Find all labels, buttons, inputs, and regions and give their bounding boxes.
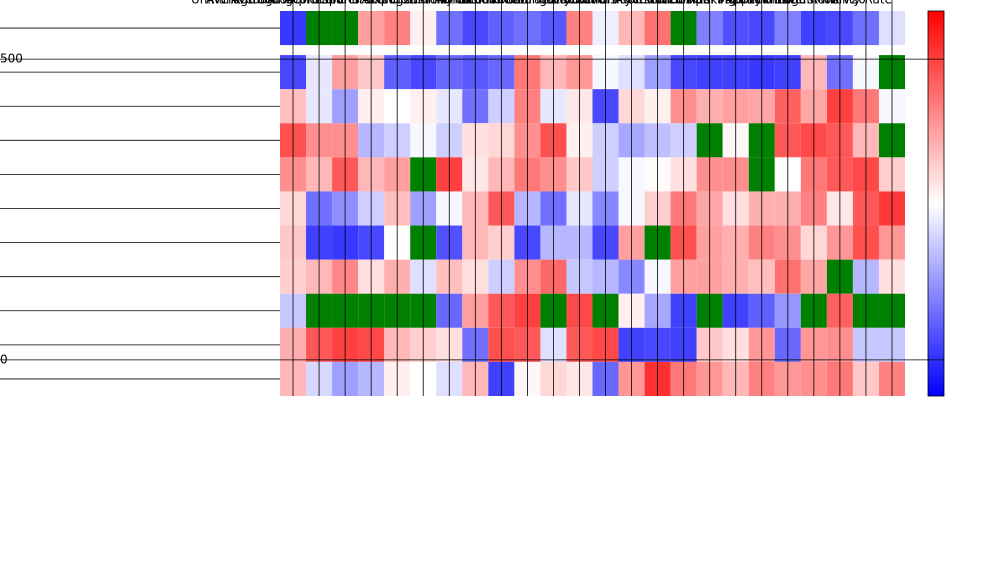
xtick-label: Social Mobility Rate	[774, 0, 892, 7]
heatmap-cells	[280, 11, 905, 396]
y-axis: University of OregonOregon State Univers…	[0, 21, 280, 386]
colorbar-tick-label: 500	[0, 52, 23, 66]
heatmap-figure: University of OregonOregon State Univers…	[0, 0, 992, 581]
colorbar-gradient	[928, 11, 944, 396]
colorbar-tick-label: 0	[0, 352, 8, 366]
